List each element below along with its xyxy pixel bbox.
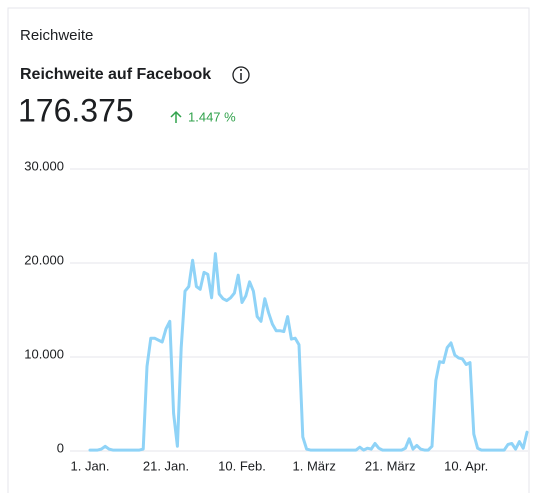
x-tick-label: 1. Jan.	[70, 458, 109, 473]
total-value: 176.375	[18, 92, 134, 128]
card-title: Reichweite	[20, 27, 93, 44]
y-tick-label: 20.000	[24, 252, 64, 267]
y-tick-label: 10.000	[24, 346, 64, 361]
x-tick-label: 10. Apr.	[444, 458, 488, 473]
chart-title: Reichweite auf Facebook	[20, 66, 211, 83]
up-arrow	[170, 110, 182, 123]
y-tick-label: 30.000	[24, 158, 64, 173]
info-icon[interactable]	[232, 66, 250, 84]
reach-line	[88, 252, 529, 452]
x-tick-label: 10. Feb.	[218, 458, 266, 473]
x-tick-label: 21. Jan.	[143, 458, 189, 473]
change-value: 1.447 %	[188, 109, 236, 124]
x-tick-label: 21. März	[365, 458, 416, 473]
y-tick-label: 0	[57, 440, 64, 455]
card-border	[7, 7, 530, 493]
x-tick-label: 1. März	[293, 458, 336, 473]
